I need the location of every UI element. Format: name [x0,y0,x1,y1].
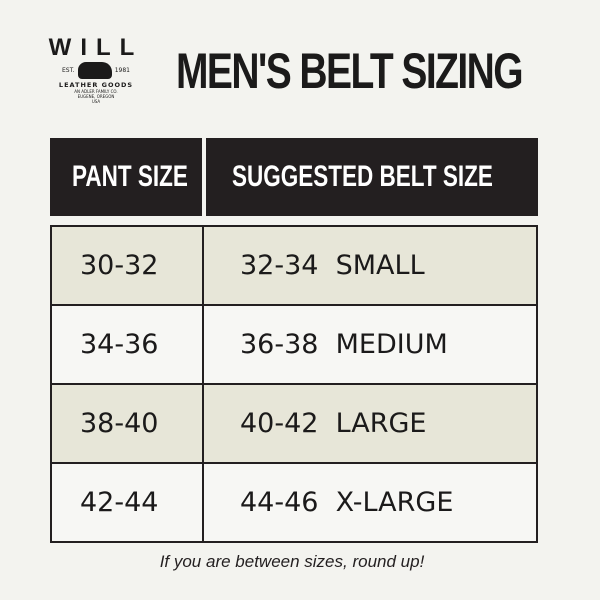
logo-city: EUGENE, OREGON [77,94,115,99]
pant-size-cell: 42-44 [52,464,204,541]
footnote: If you are between sizes, round up! [159,552,425,571]
logo-year: 1981 [114,67,130,74]
will-leather-goods-logo: WILL EST. 1981 LEATHER GOODS AN ADLER FA… [46,36,146,110]
table-row: 38-40 40-42 LARGE [52,385,536,464]
logo-est-line: EST. 1981 [46,62,146,79]
pant-size-cell: 30-32 [52,227,204,304]
belt-size-cell: 32-34 SMALL [240,250,425,281]
table-row: 34-36 36-38 MEDIUM [52,306,536,385]
logo-country: USA [91,99,101,104]
belt-size-cell: 36-38 MEDIUM [240,329,448,360]
belt-size-cell: 44-46 X-LARGE [240,487,454,518]
table-row: 30-32 32-34 SMALL [52,227,536,306]
header-pant-size: PANT SIZE [50,138,202,216]
header-belt-size: SUGGESTED BELT SIZE [206,138,538,216]
header-belt-size-label: SUGGESTED BELT SIZE [232,160,493,193]
belt-size-cell: 40-42 LARGE [240,408,427,439]
bull-icon [77,62,112,79]
sizing-table: 30-32 32-34 SMALL 34-36 36-38 MEDIUM 38-40… [50,225,538,543]
table-row: 42-44 44-46 X-LARGE [52,464,536,541]
logo-family: AN ADLER FAMILY CO. [74,89,118,94]
pant-size-cell: 34-36 [52,306,204,383]
page-title: MEN'S BELT SIZING [176,43,524,99]
pant-size-cell: 38-40 [52,385,204,462]
logo-wordmark: WILL [48,34,144,61]
logo-est: EST. [62,67,75,74]
header-pant-size-label: PANT SIZE [72,160,188,193]
logo-leather-goods: LEATHER GOODS [58,81,134,89]
